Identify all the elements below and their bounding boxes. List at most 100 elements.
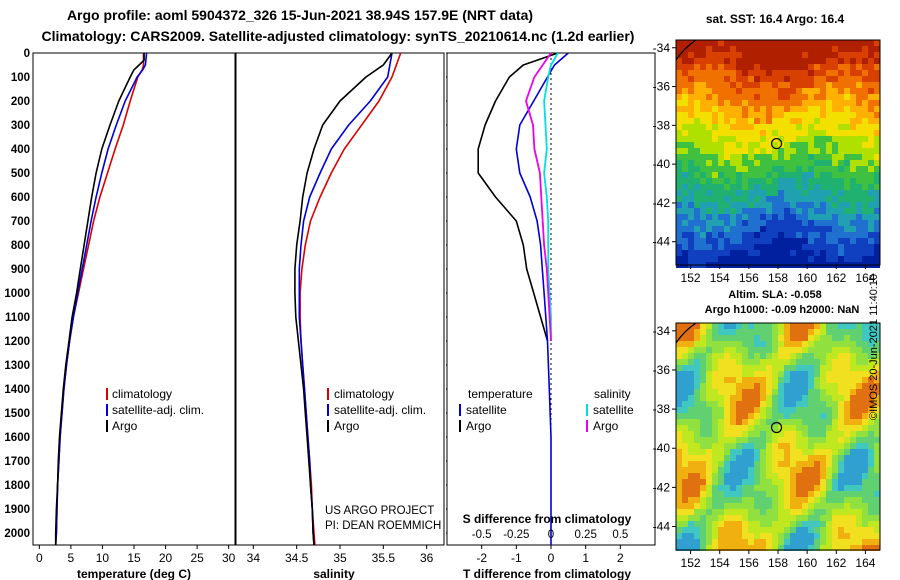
map-cell [844,503,850,509]
map-cell [766,353,772,359]
map-cell [712,359,718,365]
map-cell [712,347,718,353]
map-cell [730,383,736,389]
map-cell [838,545,844,551]
map-cell [742,395,748,401]
map-cell [802,88,808,94]
map-cell [682,437,688,443]
map-cell [730,377,736,383]
map-cell [778,196,784,202]
map-cell [778,184,784,190]
map-cell [844,329,850,335]
map-cell [820,148,826,154]
map-cell [838,142,844,148]
map-cell [826,178,832,184]
map-cell [724,202,730,208]
map-cell [700,214,706,220]
map-cell [754,443,760,449]
map-cell [736,431,742,437]
map-cell [844,479,850,485]
map-cell [796,545,802,551]
map-cell [808,431,814,437]
map-cell [874,214,880,220]
map-cell [772,160,778,166]
map-cell [868,539,874,545]
map-cell [724,533,730,539]
map-cell [820,443,826,449]
map-cell [802,76,808,82]
y-tick-label: 1400 [4,384,30,396]
map-cell [820,449,826,455]
map-cell [826,401,832,407]
map-cell [694,82,700,88]
map-cell [802,371,808,377]
map-cell [772,112,778,118]
map-cell [766,58,772,64]
map-cell [814,431,820,437]
map-cell [784,521,790,527]
map-cell [742,515,748,521]
map-cell [790,533,796,539]
map-cell [838,413,844,419]
map-cell [760,425,766,431]
map-cell [838,238,844,244]
map-cell [730,40,736,46]
map-cell [802,46,808,52]
map-cell [784,136,790,142]
map-cell [730,467,736,473]
map-cell [706,407,712,413]
map-cell [814,238,820,244]
map-cell [712,371,718,377]
map-cell [736,425,742,431]
map-cell [694,238,700,244]
y-tick-label: 1100 [5,312,30,324]
map-cell [862,70,868,76]
map-cell [838,389,844,395]
map-cell [802,94,808,100]
map-cell [790,401,796,407]
map-cell [850,437,856,443]
map-cell [778,160,784,166]
map-cell [676,461,682,467]
map-cell [688,226,694,232]
map-cell [754,244,760,250]
map-cell [874,437,880,443]
map-cell [706,106,712,112]
map-cell [760,94,766,100]
map-cell [754,329,760,335]
map-cell [778,232,784,238]
map-cell [802,539,808,545]
map-cell [796,196,802,202]
map-cell [706,256,712,262]
map-cell [676,208,682,214]
map-cell [724,383,730,389]
map-cell [694,160,700,166]
map-cell [832,166,838,172]
legend-label: satellite [593,403,634,417]
map-cell [766,419,772,425]
map-cell [688,172,694,178]
map-cell [820,497,826,503]
map-cell [760,238,766,244]
map-cell [736,58,742,64]
map-cell [814,166,820,172]
map-cell [862,214,868,220]
map-cell [784,130,790,136]
map-cell [700,431,706,437]
map-cell [874,503,880,509]
map-cell [688,142,694,148]
map-cell [784,347,790,353]
map-cell [676,485,682,491]
map-cell [754,545,760,551]
map-cell [724,58,730,64]
map-cell [826,142,832,148]
map-cell [772,503,778,509]
map-cell [796,365,802,371]
map-cell [850,58,856,64]
map-cell [718,365,724,371]
map-cell [838,539,844,545]
map-cell [754,154,760,160]
map-cell [820,401,826,407]
map-cell [760,371,766,377]
map-cell [694,353,700,359]
